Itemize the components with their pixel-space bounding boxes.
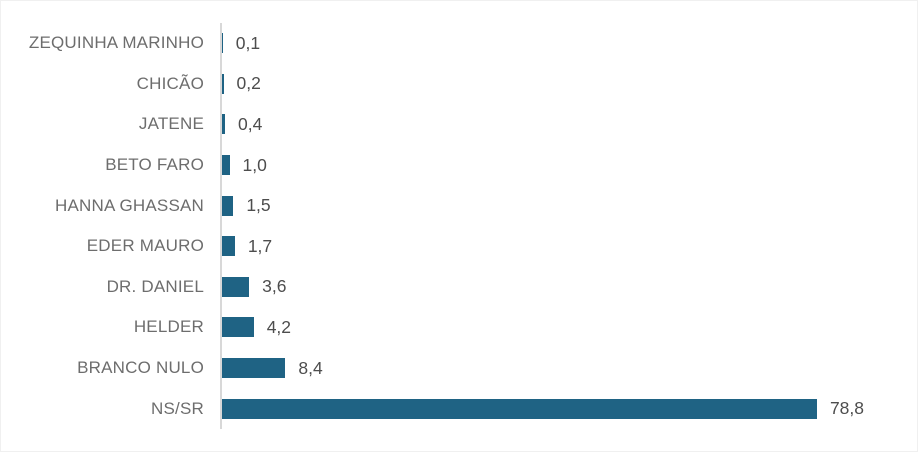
- category-label: BETO FARO: [105, 155, 204, 175]
- chart-row: BRANCO NULO 8,4: [1, 348, 917, 389]
- bar-track: 78,8: [222, 388, 917, 429]
- category-label: HELDER: [133, 317, 204, 337]
- category-label: CHICÃO: [136, 73, 204, 93]
- bar: [222, 358, 286, 379]
- category-label: EDER MAURO: [86, 236, 204, 256]
- chart-row: HANNA GHASSAN 1,5: [1, 185, 917, 226]
- category-label: HANNA GHASSAN: [54, 195, 204, 215]
- bar: [222, 155, 230, 176]
- bar: [222, 398, 817, 419]
- bar: [222, 33, 223, 54]
- bar: [222, 236, 235, 257]
- value-label: 4,2: [266, 316, 292, 337]
- chart-row: DR. DANIEL 3,6: [1, 267, 917, 308]
- chart-rows: ZEQUINHA MARINHO 0,1 CHICÃO 0,2 JATENE 0…: [1, 23, 917, 429]
- bar-track: 8,4: [222, 348, 917, 389]
- chart-row: NS/SR 78,8: [1, 388, 917, 429]
- bar: [222, 114, 226, 135]
- chart-row: ZEQUINHA MARINHO 0,1: [1, 23, 917, 64]
- category-label: NS/SR: [151, 398, 204, 418]
- bar: [222, 317, 254, 338]
- value-label: 8,4: [298, 357, 323, 378]
- bar-track: 1,5: [222, 185, 917, 226]
- category-label: JATENE: [138, 114, 204, 134]
- bar-track: 0,1: [222, 23, 917, 64]
- bar-track: 0,4: [222, 104, 917, 145]
- bar-track: 0,2: [222, 64, 917, 105]
- value-label: 0,2: [236, 73, 261, 94]
- chart-row: HELDER 4,2: [1, 307, 917, 348]
- bar-track: 3,6: [222, 267, 917, 308]
- bar: [222, 73, 224, 94]
- category-label: ZEQUINHA MARINHO: [28, 33, 204, 53]
- category-label: BRANCO NULO: [77, 358, 204, 378]
- value-label: 0,4: [238, 113, 263, 134]
- value-label: 3,6: [262, 276, 287, 297]
- bar-track: 1,0: [222, 145, 917, 186]
- bar: [222, 195, 234, 216]
- chart-row: CHICÃO 0,2: [1, 64, 917, 105]
- value-label: 1,7: [247, 235, 273, 256]
- category-label: DR. DANIEL: [106, 276, 204, 296]
- chart-row: JATENE 0,4: [1, 104, 917, 145]
- chart-row: BETO FARO 1,0: [1, 145, 917, 186]
- value-label: 78,8: [829, 398, 864, 419]
- y-axis-line: [220, 23, 222, 429]
- value-label: 0,1: [235, 32, 261, 53]
- value-label: 1,0: [242, 154, 267, 175]
- bar: [222, 276, 250, 297]
- chart-row: EDER MAURO 1,7: [1, 226, 917, 267]
- value-label: 1,5: [246, 195, 271, 216]
- bar-track: 1,7: [222, 226, 917, 267]
- bar-track: 4,2: [222, 307, 917, 348]
